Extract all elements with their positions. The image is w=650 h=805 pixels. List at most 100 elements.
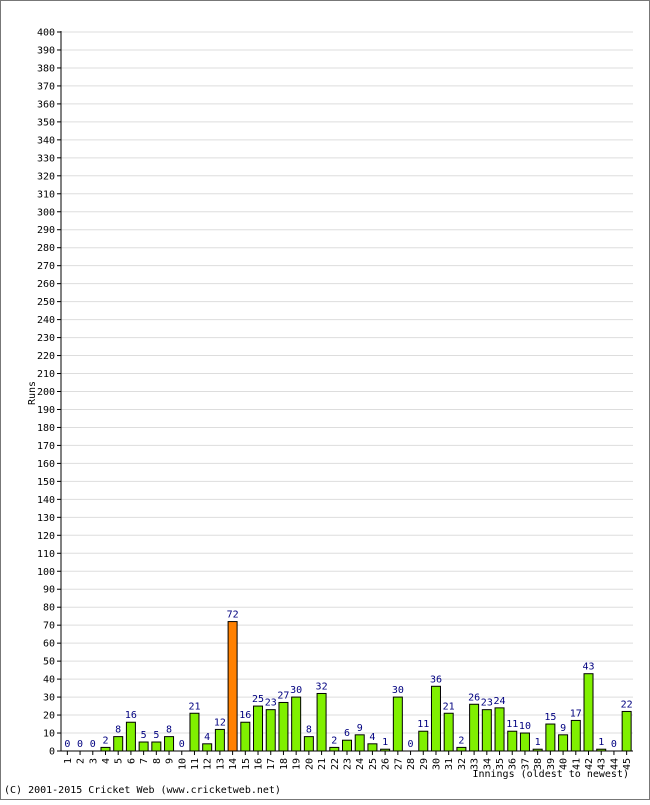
y-tick-label: 170 (37, 441, 55, 452)
bar (291, 696, 302, 752)
x-tick-label: 22 (330, 758, 341, 770)
x-tick-label: 32 (457, 758, 468, 770)
x-tick-label: 34 (482, 758, 493, 770)
x-tick-label: 27 (393, 758, 404, 770)
x-tick-label: 16 (254, 758, 265, 770)
x-tick-label: 37 (520, 758, 531, 770)
bar (507, 730, 518, 752)
x-tick-label: 20 (304, 758, 315, 770)
bar (214, 728, 225, 752)
y-tick-label: 220 (37, 351, 55, 362)
data-label: 4 (204, 732, 210, 743)
data-label: 0 (408, 739, 414, 750)
bar (100, 746, 111, 752)
data-label: 16 (239, 710, 251, 721)
data-label: 1 (535, 737, 541, 748)
data-label: 27 (277, 690, 289, 701)
x-tick-label: 1 (63, 758, 74, 764)
y-tick-label: 60 (43, 639, 55, 650)
bar (456, 746, 467, 752)
x-tick-label: 8 (152, 758, 163, 764)
bar (138, 741, 149, 752)
y-tick-label: 0 (49, 747, 55, 758)
x-tick-label: 2 (76, 758, 87, 764)
bar (303, 736, 314, 752)
y-tick-label: 110 (37, 549, 55, 560)
bar (342, 739, 352, 752)
y-tick-label: 70 (43, 621, 55, 632)
bar (164, 736, 175, 752)
y-tick-label: 120 (37, 531, 55, 542)
bar (125, 721, 136, 752)
bar (151, 741, 162, 752)
x-tick-label: 25 (368, 758, 379, 770)
y-tick-label: 20 (43, 711, 55, 722)
y-tick-labels: 0 10 20 30 40 50 60 70 80 90 100 110 120 130 140 150 160… (37, 28, 61, 758)
y-tick-label: 90 (43, 585, 55, 596)
y-tick-label: 140 (37, 495, 55, 506)
data-label: 30 (392, 685, 404, 696)
y-tick-label: 190 (37, 405, 55, 416)
data-label: 30 (290, 685, 302, 696)
bar (253, 705, 264, 752)
y-tick-label: 100 (37, 567, 55, 578)
data-label: 8 (166, 725, 172, 736)
x-tick-label: 44 (609, 758, 620, 770)
y-tick-label: 340 (37, 135, 55, 146)
data-label: 23 (481, 698, 493, 709)
data-label: 23 (265, 698, 277, 709)
x-tick-label: 19 (292, 758, 303, 770)
data-label: 0 (179, 739, 185, 750)
data-label: 8 (115, 725, 121, 736)
bar (418, 730, 429, 752)
y-tick-label: 230 (37, 333, 55, 344)
x-tick-label: 18 (279, 758, 290, 770)
x-tick-label: 45 (622, 758, 633, 770)
x-tick-labels: 1 2 3 4 5 6 7 8 9 10 11 12 13 14 15 16 17 18 19 20 21 22 23 24 2… (63, 751, 633, 770)
x-tick-label: 21 (317, 758, 328, 770)
data-label: 6 (344, 728, 350, 739)
y-tick-label: 40 (43, 675, 55, 686)
y-tick-label: 210 (37, 369, 55, 380)
data-label: 25 (252, 694, 264, 705)
x-tick-label: 14 (228, 758, 239, 770)
y-tick-label: 310 (37, 189, 55, 200)
data-label: 5 (153, 730, 159, 741)
data-label: 0 (64, 739, 70, 750)
bar (240, 721, 251, 752)
bar (316, 692, 327, 752)
data-label: 1 (598, 737, 604, 748)
y-tick-label: 320 (37, 171, 55, 182)
data-label: 8 (306, 725, 312, 736)
x-tick-label: 23 (343, 758, 354, 770)
bar (545, 723, 556, 752)
bar (354, 734, 365, 752)
x-tick-label: 40 (559, 758, 570, 770)
data-label: 21 (443, 701, 455, 712)
y-tick-label: 390 (37, 45, 55, 56)
y-tick-label: 50 (43, 657, 55, 668)
x-tick-label: 3 (88, 758, 99, 764)
x-tick-label: 39 (546, 758, 557, 770)
y-tick-label: 260 (37, 279, 55, 290)
data-label: 0 (90, 739, 96, 750)
x-tick-label: 33 (470, 758, 481, 770)
x-tick-label: 26 (381, 758, 392, 770)
x-tick-label: 11 (190, 758, 201, 770)
data-label: 2 (331, 735, 337, 746)
data-label: 16 (125, 710, 137, 721)
data-label: 12 (214, 717, 226, 728)
x-tick-label: 29 (419, 758, 430, 770)
y-tick-label: 150 (37, 477, 55, 488)
y-tick-label: 300 (37, 207, 55, 218)
data-label: 10 (519, 721, 531, 732)
axes (60, 31, 633, 752)
x-tick-label: 42 (584, 758, 595, 770)
data-label: 9 (357, 723, 363, 734)
x-tick-label: 35 (495, 758, 506, 770)
data-label: 36 (430, 674, 442, 685)
bar (367, 743, 378, 752)
bar (329, 746, 340, 752)
